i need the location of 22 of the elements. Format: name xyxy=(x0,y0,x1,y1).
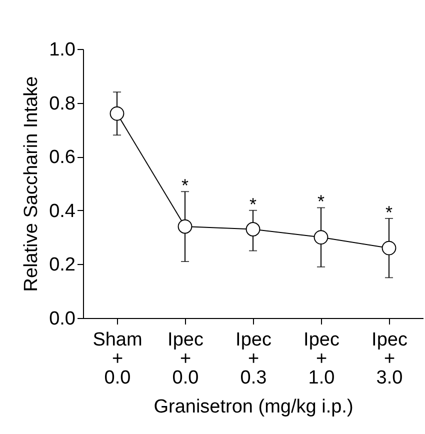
point xyxy=(110,106,124,121)
y-tick-label: 0.8 xyxy=(49,93,76,114)
point xyxy=(314,230,328,244)
y-tick-label: 0.6 xyxy=(49,147,76,168)
x-tick-label: Ipec + 3.0 xyxy=(372,330,408,388)
annotation: * xyxy=(249,194,257,214)
x-axis-title: Granisetron (mg/kg i.p.) xyxy=(154,396,354,418)
x-tick-label: Sham + 0.0 xyxy=(92,330,142,388)
annotation: * xyxy=(317,192,325,212)
x-tick-label: Ipec + 0.3 xyxy=(236,330,272,388)
y-tick-label: 1.0 xyxy=(49,40,76,60)
y-tick-label: 0.0 xyxy=(49,308,76,330)
point xyxy=(246,222,260,236)
x-tick-label: Ipec + 1.0 xyxy=(304,330,340,388)
annotation: * xyxy=(385,202,393,222)
point xyxy=(382,240,396,256)
annotation: * xyxy=(181,176,189,196)
point xyxy=(178,219,192,234)
x-tick-label: Ipec + 0.0 xyxy=(168,330,204,388)
y-axis-title: Relative Saccharin Intake xyxy=(21,76,42,292)
y-tick-label: 0.2 xyxy=(49,254,76,276)
y-tick-label: 0.4 xyxy=(49,200,76,222)
